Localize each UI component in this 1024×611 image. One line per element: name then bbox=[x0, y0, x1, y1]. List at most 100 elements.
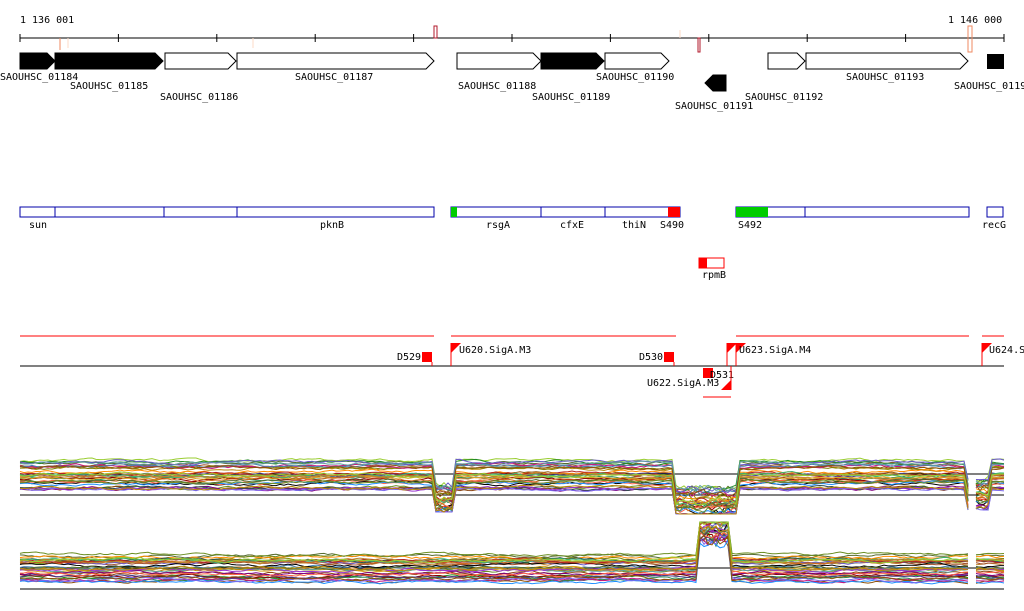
promoter-u622[interactable]: U622.SigA.M3 bbox=[647, 366, 732, 390]
gene-label: SAOUHSC_01193 bbox=[846, 72, 924, 83]
expression-profile bbox=[975, 570, 1005, 574]
expression-profile bbox=[975, 570, 1005, 574]
expression-profile bbox=[19, 524, 969, 574]
gene-arrow[interactable] bbox=[540, 52, 605, 70]
transcript-track: D529 D530 D531 U620.SigA.M3 U622.SigA.M3 bbox=[20, 335, 1024, 398]
promoter-flag[interactable] bbox=[727, 343, 737, 353]
expression-profile bbox=[19, 521, 969, 565]
gene-saouhsc-01187[interactable]: SAOUHSC_01187 bbox=[236, 52, 435, 83]
expression-profile bbox=[19, 521, 969, 565]
expression-profile bbox=[975, 559, 1005, 564]
expression-profile bbox=[19, 464, 969, 499]
annotation-label-s490: S490 bbox=[660, 220, 684, 231]
annotation-track: sun pknB rsgA cfxE thiN S490 S492 recG r… bbox=[19, 206, 1006, 281]
ruler-ticks bbox=[19, 34, 1005, 42]
gene-arrow[interactable] bbox=[19, 52, 56, 70]
gene-saouhsc-01190[interactable]: SAOUHSC_01190 bbox=[596, 52, 674, 83]
gene-saouhsc-01192[interactable]: SAOUHSC_01192 bbox=[745, 52, 823, 103]
expression-profile bbox=[19, 477, 969, 512]
expression-profile bbox=[975, 480, 1005, 505]
annotation-box[interactable] bbox=[735, 206, 970, 218]
terminator-marker[interactable] bbox=[703, 368, 713, 378]
gene-saouhsc-01185[interactable]: SAOUHSC_01185 bbox=[54, 52, 164, 92]
terminator-marker[interactable] bbox=[664, 352, 674, 362]
gene-arrow[interactable] bbox=[767, 52, 806, 70]
annotation-red-block bbox=[668, 207, 680, 217]
gene-saouhsc-0119-partial[interactable]: SAOUHSC_0119 bbox=[954, 54, 1024, 92]
gene-arrow[interactable] bbox=[805, 52, 969, 70]
gene-arrow[interactable] bbox=[456, 52, 542, 70]
gene-saouhsc-01184[interactable]: SAOUHSC_01184 bbox=[0, 52, 78, 83]
expression-track-plus bbox=[19, 457, 1005, 515]
expression-profile bbox=[19, 486, 969, 515]
terminator-label: D530 bbox=[639, 352, 663, 363]
terminator-d530[interactable]: D530 bbox=[639, 352, 675, 366]
gene-arrow[interactable] bbox=[604, 52, 670, 70]
expression-profile bbox=[975, 568, 1005, 571]
annotation-label-cfxe: cfxE bbox=[560, 220, 584, 231]
ruler-features bbox=[59, 25, 973, 53]
expression-profile bbox=[19, 479, 969, 514]
promoter-label: U624.S bbox=[989, 345, 1024, 356]
expression-track-minus bbox=[19, 521, 1005, 590]
expression-profile bbox=[19, 462, 969, 499]
ruler-start-label: 1 136 001 bbox=[20, 15, 74, 26]
gene-label: SAOUHSC_0119 bbox=[954, 81, 1024, 92]
annotation-label-rpmb: rpmB bbox=[702, 270, 726, 281]
annotation-box[interactable] bbox=[986, 206, 1004, 218]
promoter-flag[interactable] bbox=[736, 343, 746, 353]
expression-profile bbox=[19, 534, 969, 582]
gene-track: SAOUHSC_01184 SAOUHSC_01185 SAOUHSC_0118… bbox=[0, 52, 1024, 112]
terminator-label: D529 bbox=[397, 352, 421, 363]
gene-label: SAOUHSC_01189 bbox=[532, 92, 610, 103]
gene-arrow[interactable] bbox=[236, 52, 435, 70]
gene-arrow[interactable] bbox=[987, 54, 1004, 69]
expression-profile bbox=[975, 552, 1005, 556]
ruler-feature-mark bbox=[967, 25, 973, 53]
expression-profile bbox=[975, 458, 1005, 481]
promoter-label: U620.SigA.M3 bbox=[459, 345, 531, 356]
promoter-u624[interactable]: U624.S bbox=[981, 343, 1024, 366]
promoter-flag[interactable] bbox=[721, 380, 731, 390]
promoter-u620[interactable]: U620.SigA.M3 bbox=[450, 343, 531, 366]
expression-profile bbox=[19, 531, 969, 578]
expression-profile bbox=[975, 580, 1005, 583]
expression-profile bbox=[19, 484, 969, 515]
expression-profile bbox=[19, 521, 969, 564]
annotation-label-sun: sun bbox=[29, 220, 47, 231]
gene-saouhsc-01193[interactable]: SAOUHSC_01193 bbox=[805, 52, 969, 83]
terminator-d531[interactable]: D531 bbox=[703, 368, 734, 381]
gene-saouhsc-01189[interactable]: SAOUHSC_01189 bbox=[532, 52, 610, 103]
promoter-u623[interactable]: U623.SigA.M4 bbox=[726, 343, 811, 366]
annotation-label-s492: S492 bbox=[738, 220, 762, 231]
terminator-label: D531 bbox=[710, 370, 734, 381]
promoter-flag[interactable] bbox=[982, 343, 992, 353]
ruler-feature-mark bbox=[697, 37, 701, 53]
ruler: 1 136 001 1 146 000 bbox=[19, 15, 1005, 53]
terminator-marker[interactable] bbox=[422, 352, 432, 362]
gene-saouhsc-01188[interactable]: SAOUHSC_01188 bbox=[456, 52, 542, 92]
expression-profile bbox=[975, 581, 1005, 584]
gene-arrow[interactable] bbox=[164, 52, 237, 70]
expression-profile bbox=[19, 538, 969, 585]
expression-profile bbox=[19, 471, 969, 506]
promoter-label: U623.SigA.M4 bbox=[739, 345, 811, 356]
gene-label: SAOUHSC_01188 bbox=[458, 81, 536, 92]
expression-profile bbox=[975, 567, 1005, 572]
gene-arrow[interactable] bbox=[54, 52, 164, 70]
expression-profile bbox=[19, 460, 969, 492]
annotation-label-pknb: pknB bbox=[320, 220, 344, 231]
annotation-box[interactable] bbox=[19, 206, 435, 218]
promoter-flag[interactable] bbox=[451, 343, 461, 353]
expression-profile bbox=[19, 530, 969, 576]
expression-profile bbox=[19, 479, 969, 514]
annotation-box[interactable] bbox=[450, 206, 681, 218]
annotation-red-block bbox=[699, 258, 707, 268]
gene-saouhsc-01186[interactable]: SAOUHSC_01186 bbox=[160, 52, 238, 103]
terminator-d529[interactable]: D529 bbox=[397, 352, 433, 366]
gene-arrow[interactable] bbox=[704, 74, 727, 92]
gene-saouhsc-01191[interactable]: SAOUHSC_01191 bbox=[675, 74, 753, 112]
annotation-green-block bbox=[451, 207, 457, 217]
expression-profile bbox=[975, 557, 1005, 562]
ruler-end-label: 1 146 000 bbox=[948, 15, 1002, 26]
